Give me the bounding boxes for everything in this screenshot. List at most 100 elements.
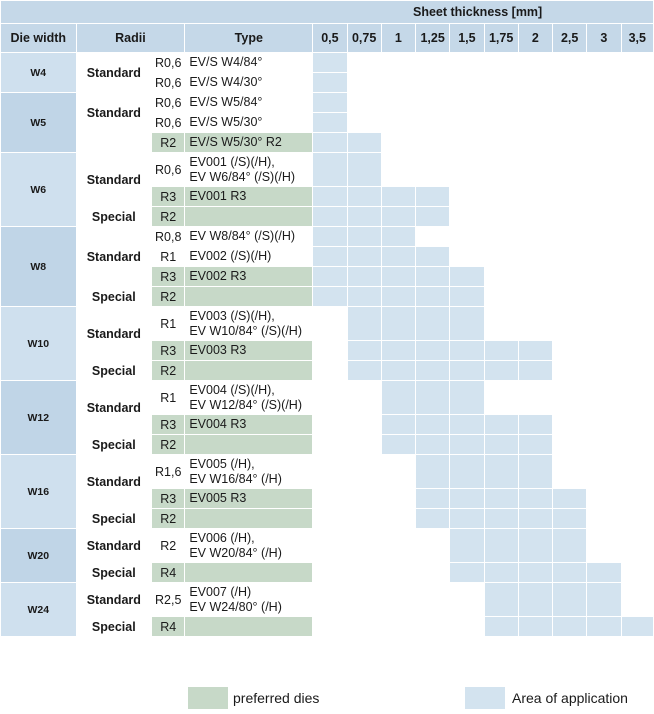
application-cell [380,152,417,187]
type-cell: EV003 (/S)(/H), EV W10/84° (/S)(/H) [184,306,314,341]
type-cell: EV005 R3 [184,488,314,509]
application-cell [312,528,348,563]
application-cell [517,454,554,489]
category-cell: Special [75,360,153,381]
application-cell [552,186,588,207]
application-cell [449,360,485,381]
application-cell [620,152,654,187]
application-cell [346,266,382,287]
application-cell [517,414,554,435]
application-cell [415,562,451,583]
type-line: EV/S W5/30° [189,115,263,129]
application-cell [517,152,554,187]
application-cell [586,434,622,455]
application-cell [586,528,622,563]
application-cell [415,246,451,267]
category-cell: Standard [75,226,153,287]
table-row: Special R2 [1,286,654,307]
legend-preferred-label: preferred dies [233,690,320,706]
table-row: W5 Standard R0,6 EV/S W5/84° [0,92,654,153]
application-cell [312,286,348,307]
type-line: EV W20/84° (/H) [189,545,282,560]
type-line: EV/S W5/30° R2 [189,135,282,149]
radius-cell: R2 [151,206,186,227]
type-line: EV007 (/H) [189,584,252,599]
radius-cell: R4 [151,616,186,637]
type-cell [184,206,314,227]
type-line: EV/S W4/30° [189,75,263,89]
application-cell [517,306,554,341]
application-cell [346,454,382,489]
application-cell [517,52,554,73]
sheet-thickness-header: Sheet thickness [mm] [0,0,654,24]
application-cell [380,226,417,247]
application-cell [380,266,417,287]
application-cell [380,246,417,267]
application-cell [517,562,554,583]
application-cell [312,306,348,341]
type-line: EV004 R3 [189,417,247,431]
die-width-cell: W20 [0,528,77,583]
type-cell: EV002 R3 [184,266,314,287]
category-cell: Standard [75,92,153,133]
application-cell [620,454,654,489]
radius-cell: R2 [151,360,186,381]
type-line: EV005 R3 [189,491,247,505]
application-cell [312,112,348,133]
application-cell [552,454,588,489]
type-cell: EV005 (/H), EV W16/84° (/H) [184,454,314,489]
application-cell [312,186,348,207]
application-cell [586,360,622,381]
application-cell [380,132,417,153]
application-cell [380,380,417,415]
application-cell [552,206,588,227]
category-cell: Standard [75,152,153,207]
table-row: R0,6 EV/S W4/30° [1,72,654,93]
application-cell [483,132,519,153]
application-cell [483,434,519,455]
radius-cell: R2 [151,508,186,529]
category-cell: Special [75,286,153,307]
application-cell [312,434,348,455]
application-cell [483,72,519,93]
application-cell [620,286,654,307]
table-row: Special R4 [1,616,654,637]
application-cell [483,562,519,583]
application-cell [552,562,588,583]
die-width-header: Die width [0,23,77,53]
application-cell [346,152,382,187]
area-swatch [465,687,505,709]
application-cell [380,340,417,361]
radius-cell: R0,6 [151,152,186,187]
application-cell [620,112,654,133]
die-width-cell: W5 [0,92,77,153]
application-cell [586,52,622,73]
application-cell [483,226,519,247]
radius-cell: R1 [151,306,186,341]
radius-cell: R3 [151,266,186,287]
application-cell [620,226,654,247]
application-cell [517,206,554,227]
type-cell: EV/S W4/84° [184,52,314,73]
table-header: Sheet thickness [mm] Die width Radii Typ… [0,0,654,53]
application-cell [380,508,417,529]
type-line: EV/S W4/84° [189,55,263,69]
application-cell [415,528,451,563]
application-cell [380,206,417,227]
application-cell [552,306,588,341]
type-line: EV W12/84° (/S)(/H) [189,397,302,412]
application-cell [586,132,622,153]
application-cell [380,414,417,435]
type-line: EV006 (/H), [189,530,255,545]
application-cell [346,132,382,153]
application-cell [380,306,417,341]
application-cell [312,414,348,435]
radius-cell: R1,6 [151,454,186,489]
application-cell [312,266,348,287]
application-cell [346,508,382,529]
radius-cell: R2 [151,434,186,455]
application-cell [449,488,485,509]
application-cell [449,92,485,113]
application-cell [552,508,588,529]
type-cell: EV004 (/S)(/H), EV W12/84° (/S)(/H) [184,380,314,415]
